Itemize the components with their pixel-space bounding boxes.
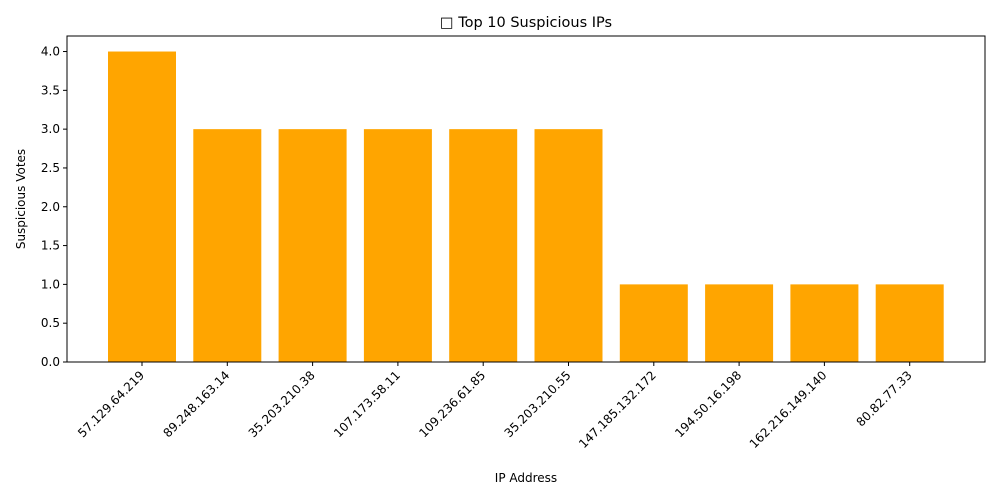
plot-frame — [66, 35, 986, 363]
bar — [619, 284, 688, 362]
bar — [363, 129, 432, 362]
y-tick-label: 0.0 — [41, 355, 60, 369]
x-tick-label: 107.173.58.11 — [331, 368, 403, 440]
y-tick-label: 2.0 — [41, 200, 60, 214]
y-tick-label: 3.0 — [41, 122, 60, 136]
x-axis-ticks: 57.129.64.219 89.248.163.14 35.203.210.38 1… — [75, 362, 915, 451]
bar — [875, 284, 944, 362]
y-tick-label: 3.5 — [41, 83, 60, 97]
bar — [534, 129, 603, 362]
bars-group — [108, 51, 944, 363]
y-tick-label: 2.5 — [41, 161, 60, 175]
x-tick-label: 57.129.64.219 — [75, 368, 147, 440]
y-tick-label: 1.0 — [41, 277, 60, 291]
bar — [193, 129, 262, 362]
bar — [790, 284, 859, 362]
bar — [449, 129, 518, 362]
y-tick-label: 0.5 — [41, 316, 60, 330]
chart-title: □ Top 10 Suspicious IPs — [440, 15, 612, 31]
y-tick-label: 4.0 — [41, 45, 60, 59]
y-axis-ticks: 0.0 0.5 1.0 1.5 2.0 2.5 3.0 3.5 4.0 — [41, 45, 67, 369]
y-axis-label: Suspicious Votes — [14, 149, 28, 249]
bar — [705, 284, 774, 362]
x-axis-label: IP Address — [495, 471, 557, 485]
x-tick-label: 35.203.210.55 — [502, 368, 574, 440]
x-tick-label: 147.185.132.172 — [576, 368, 659, 451]
x-tick-label: 109.236.61.85 — [416, 368, 488, 440]
x-tick-label: 162.216.149.140 — [747, 368, 830, 451]
bar — [108, 51, 176, 363]
x-tick-label: 80.82.77.33 — [854, 368, 915, 429]
x-tick-label: 89.248.163.14 — [160, 368, 232, 440]
y-tick-label: 1.5 — [41, 239, 60, 253]
bar — [278, 129, 347, 362]
x-tick-label: 35.203.210.38 — [246, 368, 318, 440]
x-tick-label: 194.50.16.198 — [672, 368, 744, 440]
